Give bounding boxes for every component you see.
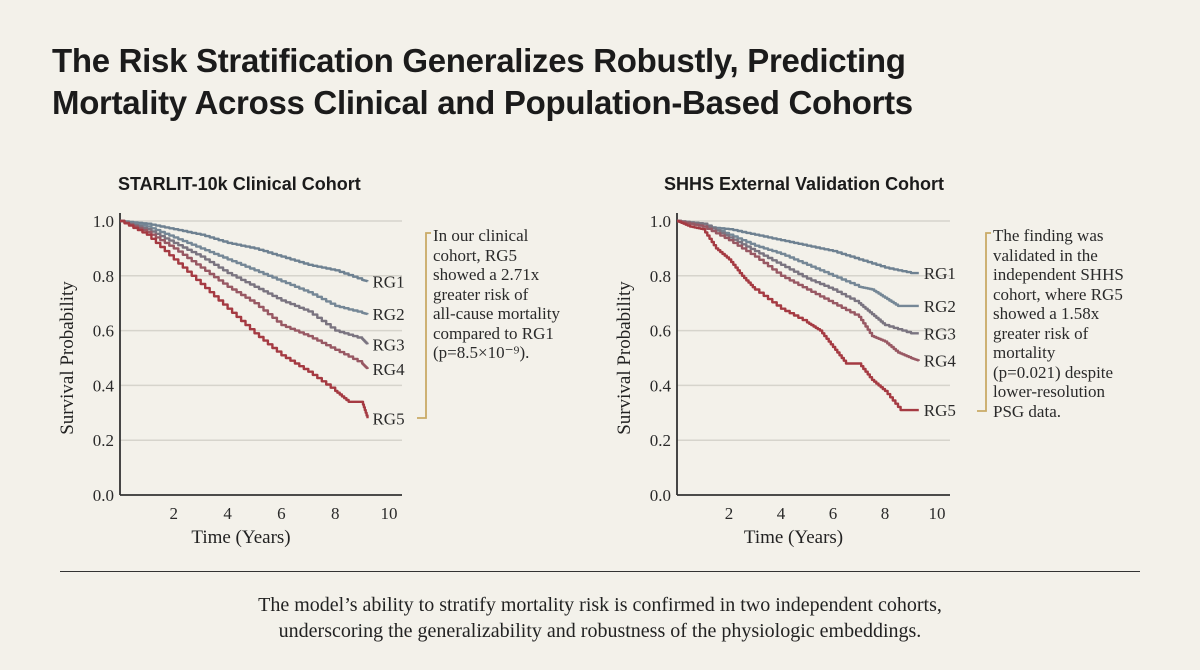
y-tick-label: 0.6 (650, 322, 671, 341)
chart-1-annotation: In our clinical cohort, RG5 showed a 2.71x… (433, 226, 560, 363)
y-tick-label: 0.4 (650, 376, 672, 395)
series-label-rg5: RG5 (924, 401, 956, 420)
survival-curve-rg1 (120, 219, 369, 283)
series-label-rg2: RG2 (924, 297, 956, 316)
annotation-line: showed a 2.71x (433, 265, 540, 284)
title-line-2: Mortality Across Clinical and Population… (52, 84, 913, 121)
annotation-line: (p=0.021) despite (993, 362, 1114, 382)
footer-caption: The model’s ability to stratify mortalit… (0, 592, 1200, 644)
x-axis-label: Time (Years) (191, 527, 290, 548)
annotation-line: lower-resolution (993, 382, 1106, 401)
title-line-1: The Risk Stratification Generalizes Robu… (52, 42, 906, 79)
series-label-rg5: RG5 (372, 409, 404, 428)
annotation-line: In our clinical (433, 226, 529, 245)
survival-curve-rg5 (120, 219, 369, 419)
page-title: The Risk Stratification Generalizes Robu… (52, 40, 1152, 124)
y-tick-label: 0.0 (93, 486, 114, 505)
chart-2-title: SHHS External Validation Cohort (664, 174, 945, 194)
annotation-line: validated in the (993, 245, 1098, 265)
survival-curve-rg4 (120, 219, 369, 370)
series-label-rg2: RG2 (372, 305, 404, 324)
y-tick-label: 0.0 (650, 486, 671, 505)
y-tick-label: 0.6 (93, 322, 114, 341)
annotation-line: independent SHHS (993, 265, 1124, 284)
x-tick-label: 2 (725, 504, 734, 523)
footer-line-1: The model’s ability to stratify mortalit… (258, 594, 942, 616)
annotation-line: mortality (993, 343, 1056, 362)
annotation-line: (p=8.5×10⁻⁹). (433, 343, 530, 362)
series-label-rg1: RG1 (924, 264, 956, 283)
y-tick-label: 1.0 (650, 212, 671, 231)
annotation-line: all-cause mortality (433, 304, 560, 323)
survival-curve-rg4 (677, 219, 920, 362)
series-label-rg4: RG4 (924, 352, 957, 371)
annotation-line: PSG data. (993, 401, 1061, 421)
annotation-bracket (417, 232, 431, 419)
x-tick-label: 10 (381, 504, 398, 523)
series-label-rg3: RG3 (372, 335, 404, 354)
x-tick-label: 10 (929, 504, 946, 523)
annotation-bracket (977, 232, 991, 412)
survival-curve-rg2 (120, 219, 369, 316)
annotation-line: The finding was (993, 226, 1104, 245)
survival-curve-rg5 (677, 219, 919, 412)
y-tick-label: 0.8 (650, 267, 671, 286)
x-tick-label: 6 (277, 504, 286, 523)
survival-curve-rg3 (677, 219, 919, 335)
divider (60, 571, 1140, 572)
y-tick-label: 0.4 (93, 376, 115, 395)
y-tick-label: 0.8 (93, 267, 114, 286)
y-tick-label: 0.2 (93, 431, 114, 450)
y-tick-label: 1.0 (93, 212, 114, 231)
series-label-rg1: RG1 (372, 272, 404, 291)
y-axis-label: Survival Probability (614, 281, 635, 435)
survival-curve-rg3 (120, 219, 369, 345)
series-label-rg4: RG4 (372, 360, 405, 379)
survival-curve-rg1 (677, 219, 919, 275)
x-tick-label: 8 (331, 504, 340, 523)
footer-line-2: underscoring the generalizability and ro… (278, 620, 922, 642)
x-tick-label: 4 (223, 504, 232, 523)
chart-2-annotation: The finding was validated in the independe… (993, 226, 1124, 421)
y-axis-label: Survival Probability (57, 281, 78, 435)
survival-curve-rg2 (677, 219, 919, 308)
annotation-line: greater risk of (433, 284, 529, 304)
chart-1-title: STARLIT-10k Clinical Cohort (118, 174, 361, 194)
x-tick-label: 8 (881, 504, 890, 523)
annotation-line: cohort, RG5 (433, 245, 518, 265)
x-tick-label: 4 (777, 504, 786, 523)
annotation-line: greater risk of (993, 323, 1089, 343)
x-tick-label: 2 (170, 504, 179, 523)
annotation-line: showed a 1.58x (993, 304, 1100, 323)
x-axis-label: Time (Years) (744, 527, 843, 548)
x-tick-label: 6 (829, 504, 838, 523)
annotation-line: compared to RG1 (433, 323, 554, 343)
y-tick-label: 0.2 (650, 431, 671, 450)
annotation-line: cohort, where RG5 (993, 284, 1123, 304)
series-label-rg3: RG3 (924, 324, 956, 343)
